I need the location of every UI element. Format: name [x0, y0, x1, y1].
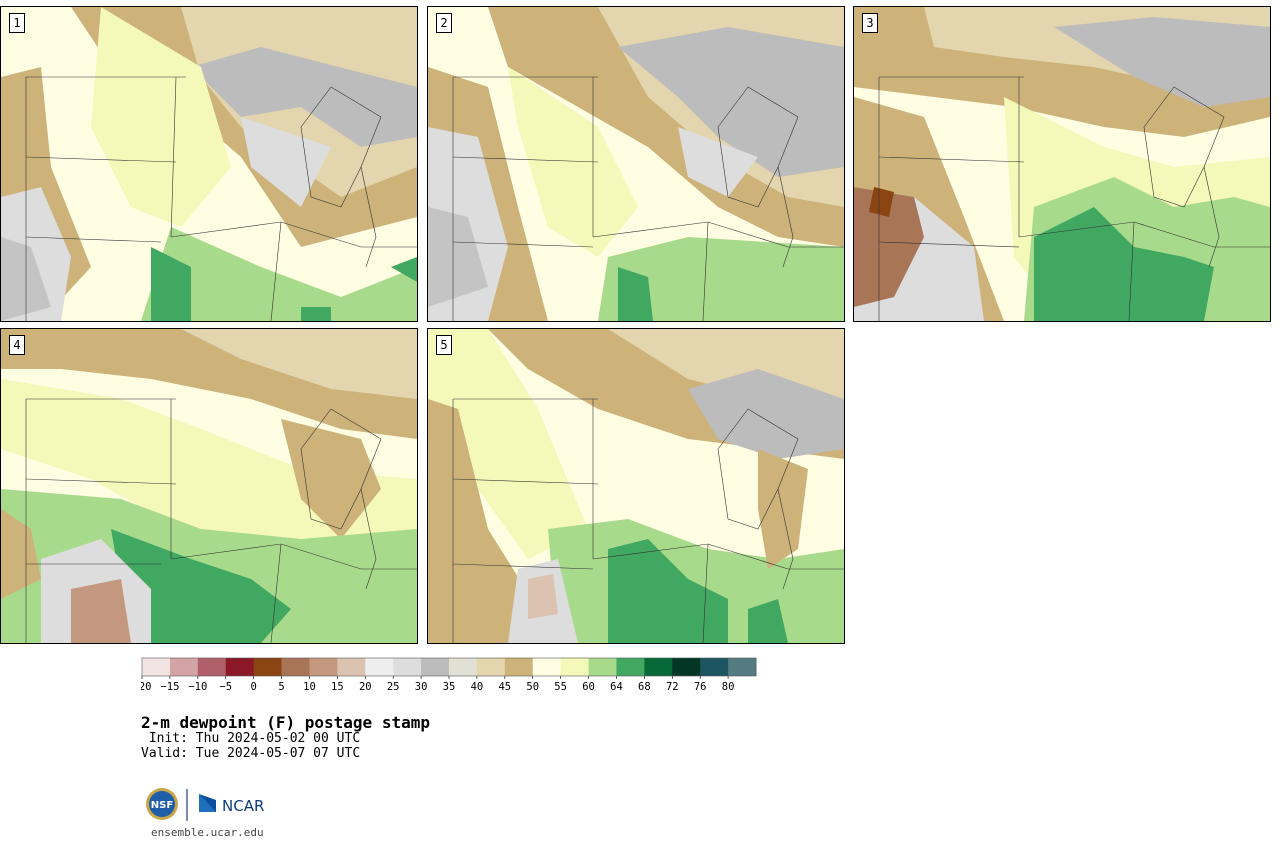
- colorbar-tick-label: −20: [141, 681, 151, 693]
- colorbar-tick-label: 25: [387, 681, 400, 693]
- colorbar-tick-label: 55: [554, 681, 567, 693]
- colorbar-swatch: [197, 658, 227, 676]
- colorbar: −20 −15 −10 −5 0 5 10 15 20 25 30 35 40 45 50 55 60 64 68 7…: [141, 657, 757, 693]
- colorbar-swatch: [142, 658, 171, 676]
- colorbar-tick-label: 64: [610, 681, 623, 693]
- colorbar-tick-label: 72: [666, 681, 679, 693]
- map-panel-3-field: [854, 7, 1270, 321]
- colorbar-tick-label: 5: [278, 681, 284, 693]
- colorbar-tick-label: 45: [498, 681, 511, 693]
- colorbar-swatch: [225, 658, 255, 676]
- colorbar-tick-label: 80: [722, 681, 735, 693]
- map-panel-1-field: [1, 7, 417, 321]
- colorbar-swatch: [253, 658, 282, 676]
- map-panel-1: 1: [0, 6, 418, 322]
- colorbar-swatch: [476, 658, 506, 676]
- colorbar-swatch: [504, 658, 534, 676]
- panel-number-3: 3: [862, 13, 878, 33]
- valid-time: Valid: Tue 2024-05-07 07 UTC: [141, 746, 361, 761]
- map-panel-5-field: [428, 329, 844, 643]
- colorbar-swatch: [309, 658, 338, 676]
- colorbar-swatch: [169, 658, 199, 676]
- colorbar-swatch: [421, 658, 450, 676]
- panel-number-5: 5: [436, 335, 452, 355]
- colorbar-tick-label: −5: [219, 681, 232, 693]
- colorbar-swatch: [532, 658, 562, 676]
- panel-number-4: 4: [9, 335, 25, 355]
- colorbar-tick-label: 10: [303, 681, 316, 693]
- colorbar-swatch: [449, 658, 478, 676]
- colorbar-svg: −20 −15 −10 −5 0 5 10 15 20 25 30 35 40 45 50 55 60 64 68 7…: [141, 657, 757, 693]
- colorbar-tick-label: 50: [526, 681, 539, 693]
- ncar-text: NCAR: [222, 797, 264, 815]
- colorbar-tick-label: 76: [694, 681, 707, 693]
- website-url: ensemble.ucar.edu: [151, 826, 264, 839]
- colorbar-tick-label: 35: [443, 681, 456, 693]
- colorbar-swatch: [672, 658, 701, 676]
- colorbar-tick-label: 60: [582, 681, 595, 693]
- colorbar-swatch: [365, 658, 394, 676]
- map-panel-3: 3: [853, 6, 1271, 322]
- product-title: 2-m dewpoint (F) postage stamp: [141, 713, 430, 732]
- init-time: Init: Thu 2024-05-02 00 UTC: [141, 731, 361, 746]
- colorbar-swatch: [616, 658, 645, 676]
- nsf-ncar-logo-graphic: NSF NCAR: [146, 788, 264, 821]
- colorbar-swatch: [644, 658, 673, 676]
- colorbar-tick-label: 68: [638, 681, 651, 693]
- colorbar-swatch: [728, 658, 757, 676]
- colorbar-tick-label: 0: [250, 681, 256, 693]
- panel-number-2: 2: [436, 13, 452, 33]
- colorbar-tick-label: −10: [188, 681, 207, 693]
- map-panel-4-field: [1, 329, 417, 643]
- colorbar-tick-label: 30: [415, 681, 428, 693]
- nsf-text: NSF: [151, 800, 173, 811]
- panel-number-1: 1: [9, 13, 25, 33]
- colorbar-swatch: [700, 658, 729, 676]
- colorbar-swatch: [560, 658, 589, 676]
- colorbar-tick-label: 20: [359, 681, 372, 693]
- map-panel-5: 5: [427, 328, 845, 644]
- colorbar-swatch: [588, 658, 617, 676]
- colorbar-swatch: [281, 658, 310, 676]
- nsf-ncar-logo: NSF NCAR: [144, 786, 274, 824]
- colorbar-tick-label: −15: [160, 681, 179, 693]
- colorbar-swatch: [337, 658, 366, 676]
- map-panel-2-field: [428, 7, 844, 321]
- colorbar-tick-label: 15: [331, 681, 344, 693]
- map-panel-2: 2: [427, 6, 845, 322]
- colorbar-tick-label: 40: [471, 681, 484, 693]
- map-panel-4: 4: [0, 328, 418, 644]
- colorbar-swatch: [393, 658, 422, 676]
